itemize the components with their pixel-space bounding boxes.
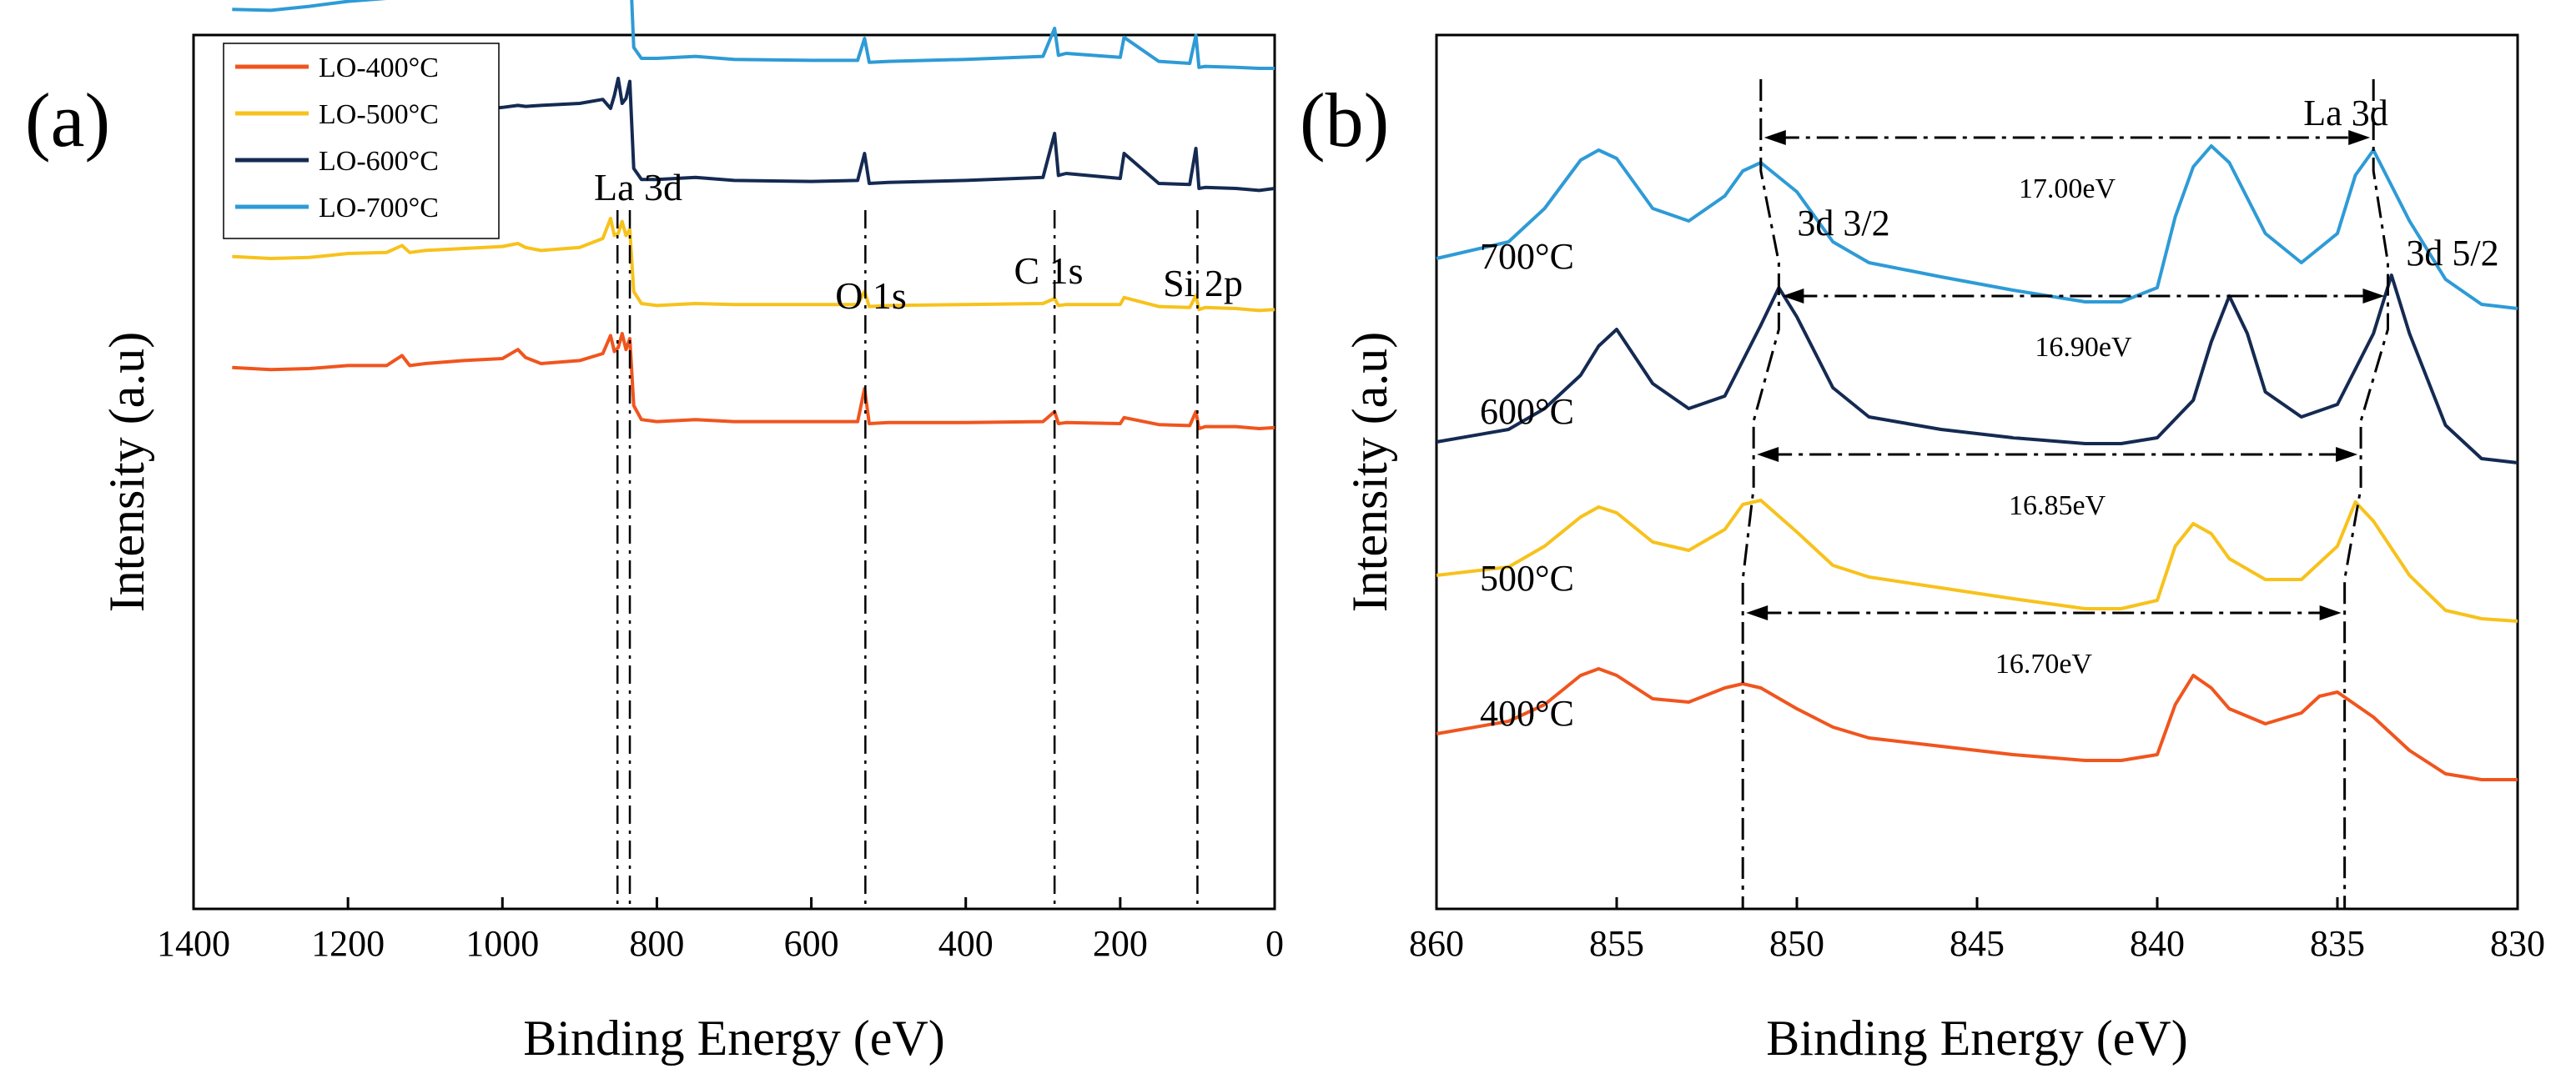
panel-a-y-axis-label: Intensity (a.u) — [99, 332, 154, 613]
b-tick-label-835: 835 — [2310, 923, 2365, 964]
b-splitting-arrow-left-0 — [1763, 130, 1786, 145]
annotation-si-2p: Si 2p — [1163, 262, 1243, 304]
panel-a-label: (a) — [25, 78, 110, 163]
row-label-600: 600°C — [1480, 391, 1574, 432]
legend-label-400: LO-400°C — [319, 53, 439, 83]
panel-a-legend: LO-400°C LO-500°C LO-600°C LO-700°C — [223, 43, 500, 239]
panel-b-splittings: 17.00eV 16.90eV 16.85eV 16.70eV — [1741, 79, 2389, 909]
b-series-line-400 — [1436, 667, 2518, 781]
panel-a-plot-frame — [192, 33, 1276, 911]
b-tick-label-830: 830 — [2490, 923, 2545, 964]
row-label-400: 400°C — [1480, 693, 1574, 734]
b-splitting-arrow-right-3 — [2319, 605, 2342, 620]
b-splitting-value-1: 16.90eV — [2035, 332, 2132, 363]
panel-b-y-axis-label: Intensity (a.u) — [1342, 332, 1397, 613]
b-tick-label-840: 840 — [2130, 923, 2185, 964]
peak-label-3d-5-2: 3d 5/2 — [2406, 233, 2498, 274]
b-splitting-arrow-left-1 — [1782, 289, 1804, 304]
legend-label-500: LO-500°C — [319, 99, 439, 130]
b-series-line-700 — [1436, 144, 2518, 310]
b-splitting-value-2: 16.85eV — [2009, 490, 2106, 521]
panel-a-peak-markers — [616, 210, 1199, 909]
a-series-line-400 — [232, 332, 1275, 430]
b-splitting-arrow-left-3 — [1746, 605, 1768, 620]
panel-b: (b) 860 855 850 845 840 835 830 17.00eV 16.90eV… — [1300, 33, 2545, 1066]
a-tick-label-1200: 1200 — [311, 923, 385, 964]
b-splitting-arrow-right-2 — [2336, 447, 2358, 462]
panel-b-plot-frame — [1435, 33, 2519, 911]
a-tick-label-600: 600 — [784, 923, 839, 964]
b-splitting-value-3: 16.70eV — [1995, 649, 2093, 680]
b-splitting-value-0: 17.00eV — [2019, 173, 2116, 204]
a-series-line-500 — [232, 217, 1275, 313]
a-tick-label-200: 200 — [1093, 923, 1148, 964]
peak-label-3d-3-2: 3d 3/2 — [1797, 203, 1889, 243]
b-splitting-arrow-right-0 — [2348, 130, 2371, 145]
panel-b-x-axis-label: Binding Energy (eV) — [1766, 1011, 2187, 1066]
panel-b-label: (b) — [1300, 78, 1389, 163]
b-splitting-arrow-right-1 — [2362, 289, 2385, 304]
panel-a-x-axis-label: Binding Energy (eV) — [523, 1011, 944, 1066]
row-label-700: 700°C — [1480, 236, 1574, 277]
b-peak-guide-from — [1741, 79, 1780, 909]
panel-b-series — [1436, 144, 2518, 781]
b-tick-label-845: 845 — [1950, 923, 2005, 964]
annotation-c-1s: C 1s — [1014, 249, 1083, 292]
panel-b-x-ticks: 860 855 850 845 840 835 830 — [1409, 897, 2545, 964]
panel-a-x-ticks: 1400 1200 1000 800 600 400 200 0 — [157, 897, 1284, 964]
annotation-o-1s: O 1s — [835, 274, 907, 317]
a-tick-label-0: 0 — [1265, 923, 1284, 964]
a-tick-label-400: 400 — [938, 923, 994, 964]
b-splitting-arrow-left-2 — [1757, 447, 1779, 462]
annotation-la-3d: La 3d — [594, 166, 682, 208]
b-tick-label-855: 855 — [1589, 923, 1644, 964]
a-tick-label-800: 800 — [629, 923, 684, 964]
a-series-line-700 — [232, 0, 1275, 70]
legend-label-600: LO-600°C — [319, 146, 439, 177]
row-label-500: 500°C — [1480, 558, 1574, 599]
legend-label-700: LO-700°C — [319, 193, 439, 223]
b-peak-guide-to — [2343, 79, 2389, 909]
panel-a: (a) 1400 1200 1000 800 600 400 200 0 Binding En… — [25, 0, 1284, 1066]
panel-b-title: La 3d — [2303, 93, 2387, 133]
a-tick-label-1400: 1400 — [157, 923, 230, 964]
a-tick-label-1000: 1000 — [465, 923, 539, 964]
b-tick-label-850: 850 — [1769, 923, 1824, 964]
b-series-line-600 — [1436, 274, 2518, 464]
b-tick-label-860: 860 — [1409, 923, 1464, 964]
b-series-line-500 — [1436, 499, 2518, 623]
